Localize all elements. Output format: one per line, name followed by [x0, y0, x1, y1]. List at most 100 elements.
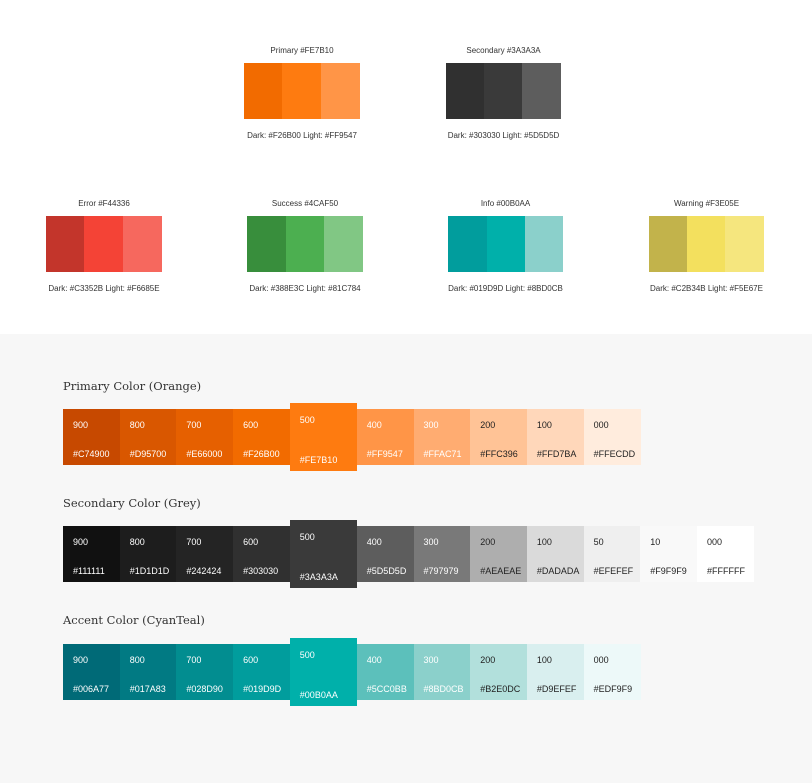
color-level: 200 [480, 420, 496, 430]
color-level: 800 [129, 537, 145, 547]
color-hex: #F9F9F9 [650, 566, 687, 576]
swatch-strip [446, 63, 561, 119]
color-hex: #00B0AA [299, 690, 338, 700]
color-cell-000: 000 #EDF9F9 [583, 644, 641, 700]
swatch-info: Info #00B0AA Dark: #019D9D Light: #8BD0C… [448, 198, 563, 293]
color-level: 900 [73, 655, 89, 665]
color-cell-200: 200 #B2E0DC [470, 644, 528, 700]
section-title-primary: Primary Color (Orange) [63, 379, 202, 393]
color-hex: #B2E0DC [480, 684, 521, 694]
color-level: 300 [423, 655, 439, 665]
section-title-secondary: Secondary Color (Grey) [63, 496, 201, 510]
color-hex: #303030 [243, 566, 279, 576]
swatch-base [484, 63, 522, 119]
scale-primary: 900 #C74900 800 #D95700 700 #E66000 600 #F26B00… [63, 403, 641, 471]
color-hex: #1D1D1D [129, 566, 170, 576]
color-cell-500: 500 #3A3A3A [289, 520, 357, 588]
color-hex: #EDF9F9 [593, 684, 633, 694]
color-hex: #FE7B10 [299, 455, 338, 465]
main-swatches-panel: Primary #FE7B10 Dark: #F26B00 Light: #FF… [0, 0, 812, 334]
color-level: 800 [129, 420, 145, 430]
color-hex: #D9EFEF [536, 684, 577, 694]
swatch-primary: Primary #FE7B10 Dark: #F26B00 Light: #FF… [244, 45, 360, 140]
color-level: 400 [366, 420, 382, 430]
swatch-light [525, 216, 563, 272]
color-level: 300 [423, 420, 439, 430]
swatch-warning: Warning #F3E05E Dark: #C2B34B Light: #F5… [649, 198, 764, 293]
color-hex: #EFEFEF [593, 566, 634, 576]
color-cell-800: 800 #1D1D1D [119, 526, 177, 582]
swatch-error: Error #F44336 Dark: #C3352B Light: #F668… [46, 198, 162, 293]
swatch-title: Success #4CAF50 [271, 199, 339, 208]
color-level: 200 [480, 655, 496, 665]
color-hex: #FFAC71 [423, 449, 462, 459]
color-hex: #C74900 [73, 449, 110, 459]
color-level: 800 [129, 655, 145, 665]
color-level: 700 [186, 655, 202, 665]
color-hex: #F26B00 [243, 449, 280, 459]
color-hex: #242424 [186, 566, 222, 576]
color-hex: #FFFFFF [707, 566, 745, 576]
color-level: 10 [650, 537, 661, 547]
color-cell-200: 200 #FFC396 [470, 409, 528, 465]
swatch-light [324, 216, 363, 272]
color-cell-400: 400 #5CC0BB [356, 644, 414, 700]
color-cell-500: 500 #FE7B10 [289, 403, 357, 471]
swatch-dark [247, 216, 286, 272]
color-hex: #FFECDD [593, 449, 636, 459]
color-cell-000: 000 #FFECDD [583, 409, 641, 465]
color-hex: #028D90 [186, 684, 223, 694]
swatch-base [282, 63, 321, 119]
swatch-strip [244, 63, 360, 119]
color-cell-100: 100 #D9EFEF [526, 644, 584, 700]
swatch-success: Success #4CAF50 Dark: #388E3C Light: #81… [247, 198, 363, 293]
color-cell-50: 50 #EFEFEF [583, 526, 641, 582]
color-cell-600: 600 #303030 [233, 526, 291, 582]
color-cell-300: 300 #797979 [413, 526, 471, 582]
color-hex: #3A3A3A [299, 572, 338, 582]
swatch-variants: Dark: #F26B00 Light: #FF9547 [247, 131, 357, 140]
scale-accent: 900 #006A77 800 #017A83 700 #028D90 600 #019D9D… [63, 638, 641, 706]
color-level: 100 [536, 420, 552, 430]
swatch-light [321, 63, 360, 119]
swatch-secondary: Secondary #3A3A3A Dark: #303030 Light: #… [446, 45, 561, 140]
swatch-base [84, 216, 123, 272]
color-level: 000 [593, 420, 609, 430]
color-cell-700: 700 #E66000 [176, 409, 234, 465]
color-cell-100: 100 #DADADA [526, 526, 584, 582]
scale-secondary: 900 #111111 800 #1D1D1D 700 #242424 600 #303030… [63, 520, 754, 588]
color-level: 100 [536, 655, 552, 665]
color-hex: #5CC0BB [366, 684, 407, 694]
color-level: 400 [366, 655, 382, 665]
color-level: 900 [73, 537, 89, 547]
color-level: 700 [186, 420, 202, 430]
color-level: 600 [243, 420, 259, 430]
color-hex: #E66000 [186, 449, 223, 459]
swatch-strip [247, 216, 363, 272]
color-cell-800: 800 #D95700 [119, 409, 177, 465]
color-level: 200 [480, 537, 496, 547]
swatch-variants: Dark: #C2B34B Light: #F5E67E [650, 284, 763, 293]
color-level: 000 [707, 537, 723, 547]
swatch-variants: Dark: #019D9D Light: #8BD0CB [448, 284, 563, 293]
color-cell-900: 900 #006A77 [63, 644, 120, 700]
swatch-base [286, 216, 324, 272]
color-cell-600: 600 #019D9D [233, 644, 291, 700]
color-cell-400: 400 #5D5D5D [356, 526, 414, 582]
swatch-strip [649, 216, 764, 272]
color-hex: #FFC396 [480, 449, 518, 459]
color-hex: #FF9547 [366, 449, 403, 459]
color-cell-900: 900 #111111 [63, 526, 120, 582]
color-level: 100 [536, 537, 552, 547]
color-cell-800: 800 #017A83 [119, 644, 177, 700]
color-hex: #AEAEAE [480, 566, 522, 576]
color-level: 300 [423, 537, 439, 547]
swatch-light [123, 216, 162, 272]
color-level: 50 [593, 537, 604, 547]
color-level: 600 [243, 655, 259, 665]
color-level: 700 [186, 537, 202, 547]
color-hex: #D95700 [129, 449, 167, 459]
swatch-variants: Dark: #388E3C Light: #81C784 [249, 284, 361, 293]
swatch-title: Primary #FE7B10 [270, 46, 334, 55]
color-cell-700: 700 #242424 [176, 526, 234, 582]
